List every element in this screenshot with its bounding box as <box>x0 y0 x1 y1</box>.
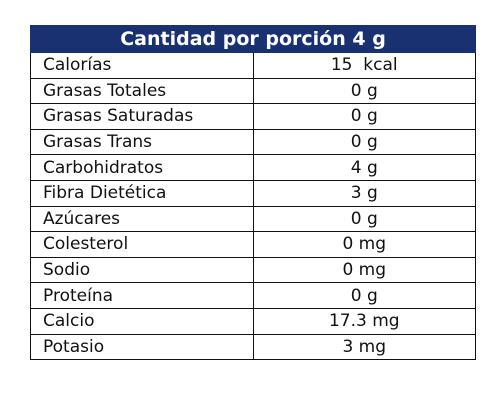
table-row: Proteína 0 g <box>30 282 476 309</box>
nutrient-value: 15 kcal <box>252 52 476 79</box>
nutrient-name: Grasas Totales <box>30 77 254 105</box>
nutrient-name: Fibra Dietética <box>30 179 254 207</box>
nutrient-name: Potasio <box>30 333 254 361</box>
nutrition-facts-table: Cantidad por porción 4 g Calorías 15 kca… <box>30 25 476 361</box>
nutrient-value: 0 g <box>252 103 476 130</box>
table-row: Colesterol 0 mg <box>30 231 476 258</box>
table-row: Calorías 15 kcal <box>30 52 476 79</box>
table-row: Sodio 0 mg <box>30 256 476 284</box>
nutrient-value: 3 mg <box>252 333 476 361</box>
nutrient-name: Grasas Trans <box>30 128 254 156</box>
serving-size-header: Cantidad por porción 4 g <box>30 25 476 53</box>
table-row: Potasio 3 mg <box>30 333 476 361</box>
nutrient-value: 0 g <box>252 282 476 309</box>
table-header-row: Cantidad por porción 4 g <box>30 25 476 53</box>
table-row: Grasas Totales 0 g <box>30 77 476 105</box>
nutrient-value: 0 mg <box>252 231 476 258</box>
nutrient-value: 0 g <box>252 77 476 105</box>
nutrient-value: 0 g <box>252 205 476 233</box>
nutrient-name: Carbohidratos <box>30 154 254 181</box>
nutrient-name: Sodio <box>30 256 254 284</box>
table-row: Grasas Trans 0 g <box>30 128 476 156</box>
nutrient-name: Azúcares <box>30 205 254 233</box>
nutrient-name: Calorías <box>30 52 254 79</box>
table-row: Carbohidratos 4 g <box>30 154 476 181</box>
nutrient-name: Grasas Saturadas <box>30 103 254 130</box>
nutrient-value: 17.3 mg <box>252 307 476 335</box>
nutrient-name: Calcio <box>30 307 254 335</box>
nutrient-value: 0 mg <box>252 256 476 284</box>
nutrient-value: 3 g <box>252 179 476 207</box>
nutrient-name: Colesterol <box>30 231 254 258</box>
table-row: Calcio 17.3 mg <box>30 307 476 335</box>
table-row: Azúcares 0 g <box>30 205 476 233</box>
nutrient-value: 0 g <box>252 128 476 156</box>
nutrient-value: 4 g <box>252 154 476 181</box>
nutrient-name: Proteína <box>30 282 254 309</box>
table-row: Grasas Saturadas 0 g <box>30 103 476 130</box>
table-row: Fibra Dietética 3 g <box>30 179 476 207</box>
